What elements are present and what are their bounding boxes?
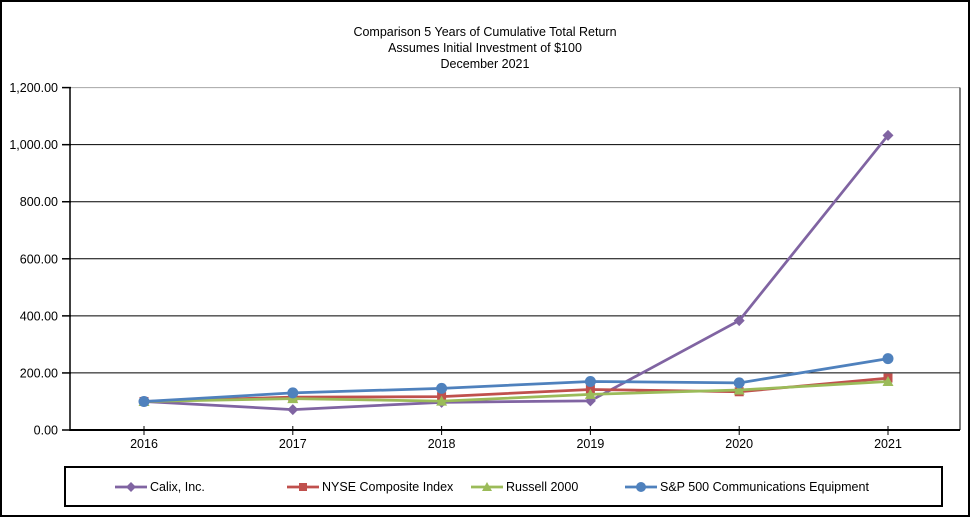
square-marker-shape [299, 482, 307, 491]
y-axis-label: 200.00 [20, 366, 58, 380]
chart-title-block: Comparison 5 Years of Cumulative Total R… [2, 24, 968, 72]
data-point-marker [584, 375, 596, 387]
triangle-marker-icon [471, 481, 503, 491]
data-point-marker [287, 404, 299, 416]
y-axis-label: 0.00 [34, 424, 58, 438]
data-point-marker [436, 382, 448, 394]
data-point-marker [436, 395, 448, 406]
circle-marker-shape [636, 481, 646, 492]
legend-label: Russell 2000 [506, 479, 579, 494]
diamond-marker-icon [115, 481, 147, 492]
data-point-marker [882, 129, 894, 141]
chart-subtitle: Assumes Initial Investment of $100 [388, 41, 582, 55]
data-point-marker [287, 387, 299, 399]
data-point-marker [733, 315, 745, 327]
data-point-marker [882, 375, 894, 386]
x-axis-label: 2018 [428, 437, 456, 451]
circle-marker-icon [625, 481, 657, 492]
legend-item-russell-2000: Russell 2000 [470, 468, 578, 505]
data-point-marker [138, 395, 150, 407]
chart-date: December 2021 [440, 57, 530, 71]
legend-item-nyse-composite: NYSE Composite Index [286, 468, 453, 505]
x-axis-label: 2019 [576, 437, 604, 451]
series-line-s-p-500-communications-equipment [143, 357, 889, 403]
data-point-marker [733, 377, 745, 389]
x-axis-label: 2021 [874, 437, 902, 451]
x-axis-label: 2020 [725, 437, 753, 451]
triangle-marker-shape [482, 481, 492, 491]
x-axis-label: 2017 [279, 437, 307, 451]
y-axis-label: 800.00 [20, 195, 58, 209]
legend-label: Calix, Inc. [150, 479, 205, 494]
legend-item-sp500-comm-equipment: S&P 500 Communications Equipment [624, 468, 869, 505]
y-axis-label: 600.00 [20, 252, 58, 266]
series-line-russell-2000 [143, 380, 889, 403]
legend-label: S&P 500 Communications Equipment [660, 479, 869, 494]
chart-legend: Calix, Inc. NYSE Composite Index Russell… [64, 466, 943, 507]
data-point-marker [882, 353, 894, 365]
y-axis-label: 1,200.00 [9, 81, 58, 95]
legend-label: NYSE Composite Index [322, 479, 454, 494]
chart-title: Comparison 5 Years of Cumulative Total R… [353, 25, 617, 39]
square-marker-icon [287, 482, 319, 491]
y-axis-label: 1,000.00 [9, 138, 58, 152]
diamond-marker-shape [126, 481, 136, 492]
y-axis-label: 400.00 [20, 309, 58, 323]
series-line-calix-inc [143, 134, 890, 411]
x-axis-label: 2016 [130, 437, 158, 451]
data-point-marker [584, 388, 596, 399]
data-point-marker [733, 384, 745, 395]
legend-item-calix: Calix, Inc. [114, 468, 205, 505]
